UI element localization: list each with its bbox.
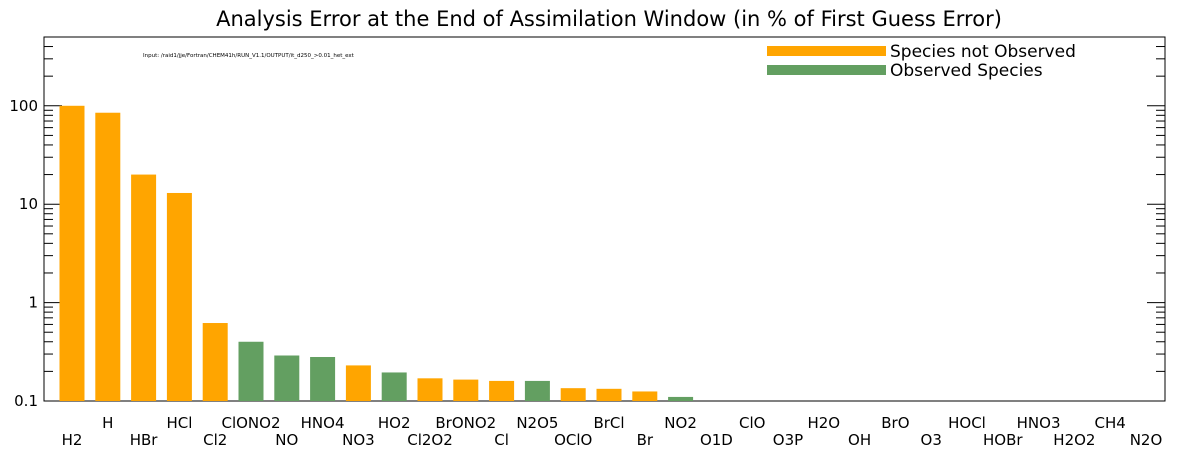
category-label-no: NO [275, 431, 298, 449]
bar-cl [489, 380, 515, 401]
category-label-hobr: HOBr [983, 431, 1023, 449]
category-label-hbr: HBr [130, 431, 159, 449]
bar-no3 [345, 365, 371, 401]
category-label-o3: O3 [921, 431, 942, 449]
category-label-o3p: O3P [773, 431, 803, 449]
category-label-o1d: O1D [700, 431, 733, 449]
category-label-hcl: HCl [166, 414, 192, 432]
category-label-clo: ClO [739, 414, 765, 432]
y-tick-label: 1 [28, 294, 38, 312]
y-tick-label: 10 [19, 195, 38, 213]
bar-n2o5 [524, 380, 550, 401]
category-label-n2o: N2O [1130, 431, 1163, 449]
bar-no2 [668, 396, 694, 401]
category-label-no3: NO3 [342, 431, 375, 449]
category-label-oh: OH [848, 431, 871, 449]
y-tick-label: 100 [9, 97, 38, 115]
bar-ho2 [381, 372, 407, 401]
category-label-cl: Cl [494, 431, 509, 449]
bar-no [274, 355, 300, 401]
category-label-clono2: ClONO2 [221, 414, 280, 432]
category-label-h2: H2 [62, 431, 83, 449]
bar-clono2 [238, 341, 264, 401]
input-path-annotation: Input: /raid1/jje/Fortran/CHEM41h/RUN_V1… [143, 53, 355, 59]
bar-brcl [596, 388, 622, 401]
x-axis-category-labels: H2HHBrHClCl2ClONO2NOHNO4NO3HO2Cl2O2BrONO… [62, 414, 1163, 449]
bar-oclo [560, 388, 586, 401]
category-label-h: H [102, 414, 113, 432]
category-label-h2o2: H2O2 [1053, 431, 1095, 449]
category-label-hocl: HOCl [948, 414, 986, 432]
category-label-cl2o2: Cl2O2 [407, 431, 453, 449]
category-label-no2: NO2 [664, 414, 697, 432]
y-tick-label: 0.1 [14, 392, 38, 410]
bar-hno4 [310, 356, 336, 401]
bar-hbr [131, 174, 157, 401]
category-label-oclo: OClO [554, 431, 592, 449]
chart-title: Analysis Error at the End of Assimilatio… [216, 7, 1002, 31]
bar-hcl [166, 192, 192, 401]
legend-swatch-observed [767, 65, 886, 75]
y-axis: 0.1 1 10 100 [9, 36, 1165, 410]
category-label-hno3: HNO3 [1017, 414, 1061, 432]
legend-label-observed: Observed Species [890, 61, 1043, 81]
category-label-brcl: BrCl [593, 414, 624, 432]
category-label-cl2: Cl2 [203, 431, 227, 449]
category-label-ho2: HO2 [378, 414, 411, 432]
category-label-ch4: CH4 [1095, 414, 1126, 432]
bar-cl2 [202, 323, 228, 401]
bar-series [59, 105, 694, 401]
bar-h2 [59, 105, 85, 401]
bar-cl2o2 [417, 378, 443, 401]
category-label-h2o: H2O [807, 414, 840, 432]
category-label-brono2: BrONO2 [435, 414, 496, 432]
category-label-n2o5: N2O5 [516, 414, 558, 432]
bar-h [95, 112, 121, 401]
category-label-hno4: HNO4 [301, 414, 345, 432]
category-label-br: Br [637, 431, 654, 449]
legend-label-not-observed: Species not Observed [890, 42, 1076, 62]
bar-br [632, 391, 658, 401]
category-label-bro: BrO [881, 414, 909, 432]
bar-brono2 [453, 379, 479, 401]
legend-swatch-not-observed [767, 46, 886, 56]
